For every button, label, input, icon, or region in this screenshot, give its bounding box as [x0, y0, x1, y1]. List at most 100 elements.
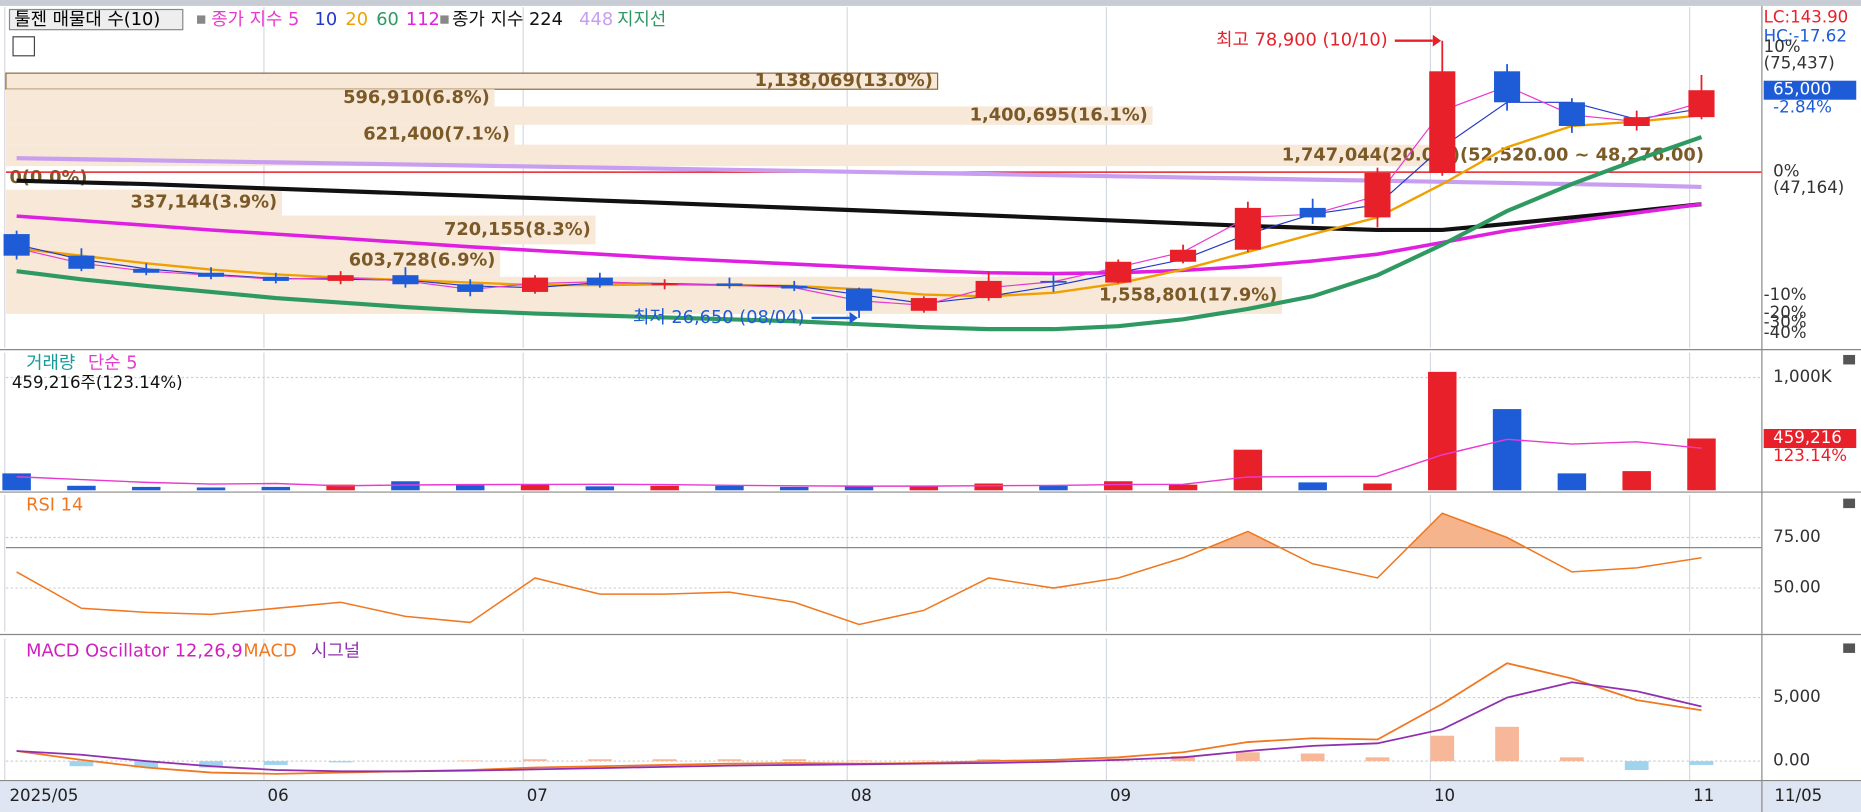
legend-support: 지지선 — [617, 9, 666, 30]
oscillator-bar — [652, 759, 677, 762]
volume-profile-bar — [5, 144, 1437, 167]
volume-bar — [1298, 482, 1327, 491]
arrow-head — [1432, 34, 1442, 47]
oscillator-bar — [1624, 761, 1649, 771]
volume-profile-label: 0(0.0%) — [9, 167, 87, 188]
candle-body — [1170, 249, 1197, 262]
volume-bar — [1104, 481, 1133, 491]
oscillator-bar — [1495, 726, 1519, 762]
reference-percent: 0% — [1773, 162, 1799, 181]
candle-body — [586, 277, 613, 286]
volume-profile-label: 1,400,695(16.1%) — [970, 105, 1148, 126]
oscillator-bar — [1365, 757, 1390, 762]
candle-body — [1364, 173, 1391, 218]
oscillator-bar — [782, 759, 807, 762]
volume-bar — [1557, 473, 1587, 491]
last-volume-ratio: 123.14% — [1773, 446, 1847, 465]
volume-bar — [1233, 449, 1263, 491]
volume-profile-label: 603,728(6.9%) — [349, 250, 496, 271]
volume-profile-label: 337,144(3.9%) — [131, 192, 278, 213]
candle-body — [910, 298, 937, 311]
volume-info: 459,216주(123.14%) — [12, 373, 183, 392]
legend-entry: RSI 14 — [26, 495, 83, 516]
legend-entry: 112 — [406, 9, 440, 30]
last-price-change: -2.84% — [1773, 98, 1832, 117]
axis-label: -20% — [1764, 303, 1807, 322]
oscillator-bar — [847, 760, 871, 762]
close-button[interactable] — [1843, 498, 1856, 509]
candle-body — [1688, 90, 1715, 118]
volume-profile-label: 596,910(6.8%) — [343, 87, 490, 108]
volume-bar — [1363, 483, 1392, 491]
close-button[interactable] — [1843, 643, 1856, 653]
x-tick-label: 08 — [851, 786, 872, 805]
rsi-line — [16, 512, 1702, 626]
candle-body — [521, 277, 549, 292]
candle-body — [327, 275, 354, 281]
moving-average — [16, 202, 1702, 276]
legend-entry: 종가 지수 224 — [452, 9, 563, 30]
oscillator-bar — [1171, 756, 1195, 762]
oscillator-bar — [587, 759, 612, 762]
arrow-head — [849, 311, 858, 324]
oscillator-bar — [69, 761, 94, 767]
oscillator-bar — [263, 761, 288, 765]
candle-body — [1234, 207, 1261, 250]
oscillator-bar — [1235, 752, 1260, 762]
axis-label: 10% — [1764, 37, 1801, 56]
last-price-label: 65,000 — [1773, 80, 1831, 99]
axis-label: (75,437) — [1764, 54, 1835, 73]
candle-body — [133, 268, 160, 273]
volume-bar — [650, 485, 679, 491]
legend-entry: 시그널 — [311, 641, 360, 662]
volume-profile-label: 720,155(8.3%) — [444, 219, 591, 240]
volume-bar — [780, 486, 809, 491]
oscillator-bar — [1430, 735, 1455, 762]
y-tick-label: 5,000 — [1773, 687, 1821, 706]
candle-body — [781, 285, 808, 289]
candle-body — [651, 283, 678, 286]
oscillator-bar — [458, 760, 483, 762]
x-tick-label: 2025/05 — [9, 786, 78, 805]
legend-marker — [440, 15, 449, 24]
candle-body — [1105, 261, 1132, 283]
volume-bar — [1687, 438, 1716, 491]
candle-body — [1623, 117, 1650, 127]
oscillator-bar — [199, 761, 223, 768]
oscillator-bar — [976, 759, 1001, 762]
volume-profile-label: 621,400(7.1%) — [363, 124, 510, 145]
candle-body — [197, 272, 225, 277]
volume-bar — [196, 487, 226, 491]
table-icon[interactable] — [12, 36, 36, 57]
volume-bar — [261, 486, 291, 491]
axis-label: LC:143.90 — [1764, 7, 1849, 26]
close-button[interactable] — [1843, 354, 1856, 365]
legend-entry: 거래량 — [26, 352, 75, 373]
candle-body — [457, 284, 484, 292]
volume-profile-bar — [5, 215, 596, 245]
y-tick-label: 50.00 — [1773, 578, 1821, 597]
legend-entry: 60 — [376, 9, 399, 30]
candle-body — [1429, 71, 1456, 174]
candle-body — [3, 234, 30, 256]
oscillator-bar — [1300, 753, 1325, 762]
oscillator-bar — [1560, 757, 1584, 762]
volume-bar — [520, 484, 550, 491]
oscillator-bar — [911, 760, 936, 762]
candle-body — [975, 280, 1002, 299]
legend-entry: 10 — [315, 9, 338, 30]
axis-label: -30% — [1764, 312, 1807, 331]
annotation-text: 최저 26,650 (08/04) — [633, 307, 804, 328]
volume-profile-bar — [5, 106, 1153, 125]
last-volume-box — [1763, 428, 1857, 448]
candle-body — [68, 255, 95, 269]
volume-profile-label: 1,558,801(17.9%) — [1099, 284, 1277, 305]
candle-body — [1299, 207, 1326, 218]
axis-label: HC:-17.62 — [1764, 26, 1847, 45]
x-tick-label: 11 — [1693, 786, 1714, 805]
legend-entry: MACD Oscillator 12,26,9 — [26, 641, 243, 662]
volume-profile-bar — [5, 89, 495, 107]
x-tick-label: 07 — [527, 786, 548, 805]
volume-bar — [974, 483, 1003, 491]
